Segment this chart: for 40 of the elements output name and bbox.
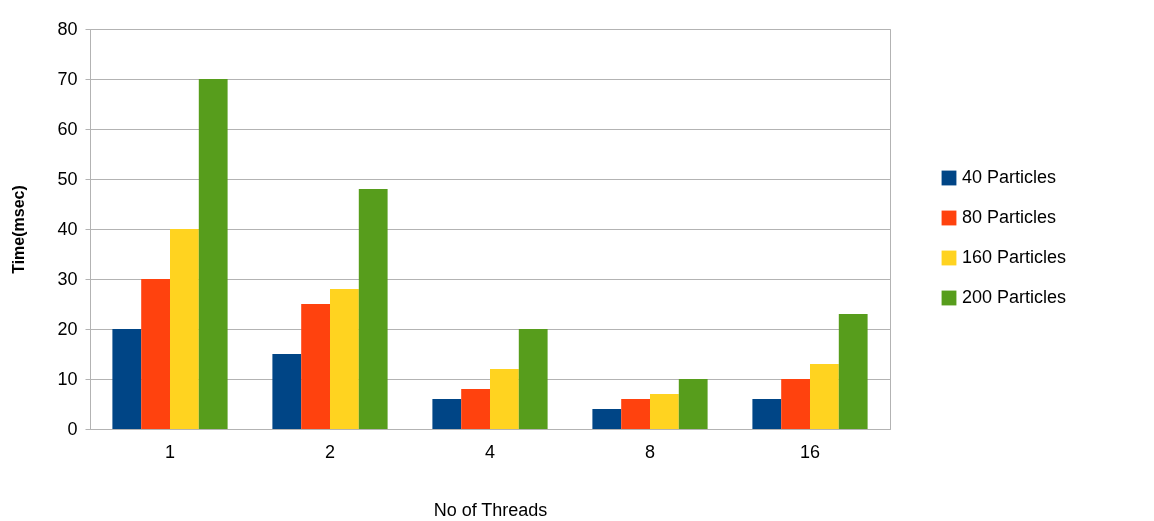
y-tick-label: 50	[57, 168, 78, 189]
y-tick-label: 70	[57, 68, 78, 89]
bar	[752, 399, 782, 429]
y-tick-label: 10	[57, 368, 78, 389]
bar	[141, 279, 170, 429]
legend-label: 80 Particles	[962, 207, 1057, 227]
y-tick-label: 20	[57, 318, 78, 339]
bar	[112, 329, 142, 429]
x-tick-label: 1	[164, 441, 176, 462]
bar	[781, 379, 810, 429]
y-tick-label: 30	[57, 268, 78, 289]
bar	[330, 289, 359, 429]
bar	[592, 409, 622, 429]
x-tick-label: 8	[644, 441, 656, 462]
bar	[432, 399, 462, 429]
bar	[490, 369, 519, 429]
legend-label: 160 Particles	[962, 247, 1067, 267]
x-axis-title: No of Threads	[433, 499, 548, 520]
bar	[301, 304, 330, 429]
y-tick-label: 80	[57, 18, 78, 39]
bar	[198, 79, 228, 429]
bar	[170, 229, 199, 429]
bar	[810, 364, 839, 429]
bar	[838, 314, 868, 429]
y-tick-label: 40	[57, 218, 78, 239]
x-tick-label: 4	[484, 441, 496, 462]
bar	[461, 389, 490, 429]
bar	[678, 379, 708, 429]
y-axis-title: Time(msec)	[10, 185, 28, 274]
bar	[358, 189, 388, 429]
x-tick-label: 16	[799, 441, 821, 462]
y-tick-label: 60	[57, 118, 78, 139]
x-tick-label: 2	[324, 441, 336, 462]
bar	[621, 399, 650, 429]
legend-label: 40 Particles	[962, 167, 1057, 187]
legend-label: 200 Particles	[962, 287, 1067, 307]
bar	[518, 329, 548, 429]
bar	[650, 394, 679, 429]
bar	[272, 354, 302, 429]
y-tick-label: 0	[67, 418, 78, 439]
